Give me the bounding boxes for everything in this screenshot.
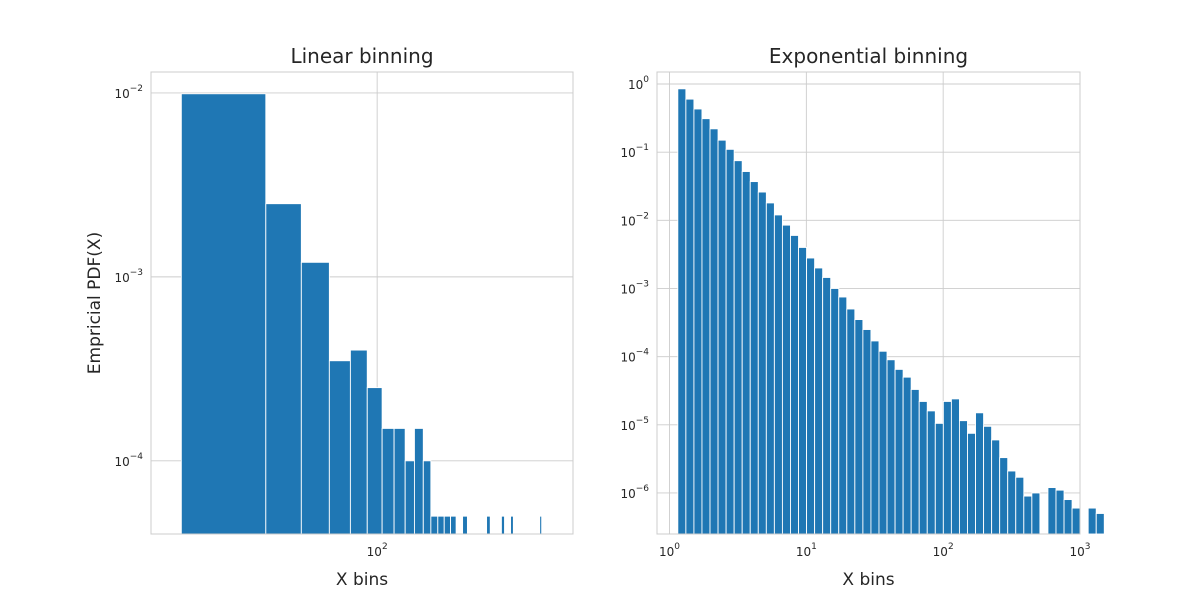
x-tick-label: 103 [1069,542,1090,559]
histogram-bar [870,340,880,535]
histogram-bar [822,277,832,535]
y-tick-label: 10−6 [620,484,649,501]
histogram-bar [910,389,920,535]
histogram-bar [677,88,687,535]
histogram-bar [934,422,944,535]
histogram-bar [741,171,751,535]
histogram-bar [413,427,424,535]
chart-title: Linear binning [290,44,433,68]
histogram-bar [180,93,267,535]
histogram-bar [854,319,864,535]
histogram-bar [830,288,840,535]
histogram-bar [926,410,936,535]
histogram-bar [422,460,432,535]
histogram-bar [450,515,457,535]
x-tick-label: 100 [659,542,680,559]
histogram-bar [781,224,791,535]
histogram-bar [693,108,703,535]
histogram-bar [462,515,468,535]
histogram-bar [381,427,395,535]
histogram-bar [300,261,330,535]
y-tick-label: 10−3 [620,279,649,296]
histogram-bar [999,457,1009,535]
histogram-bar [685,98,695,535]
x-tick-label: 102 [933,542,954,559]
histogram-bar [846,308,856,535]
histogram-bar [404,460,415,535]
histogram-bar [733,160,743,535]
histogram-bar [958,420,968,535]
x-axis-label: X bins [842,570,894,590]
histogram-bar [725,148,735,535]
histogram-bar [486,515,491,535]
y-tick-label: 10−4 [620,348,649,365]
axes-frame [150,71,574,535]
histogram-bar [918,401,928,535]
histogram-bar [701,118,711,535]
axes-frame [656,71,1081,535]
histogram-bar [1055,489,1065,535]
histogram-bar [814,267,824,535]
y-tick-label: 10−1 [620,143,649,160]
histogram-bar [862,329,872,535]
x-axis-label: X bins [336,570,388,590]
histogram-bar [510,515,514,535]
histogram-bar [430,515,439,535]
histogram-bar [950,398,960,535]
histogram-bar [806,257,816,535]
histogram-bar [757,191,767,535]
histogram-bar [942,401,952,535]
histogram-bar [437,515,445,535]
histogram-bar [393,427,406,535]
y-axis-label: Empricial PDF(X) [85,232,105,374]
histogram-bar [878,350,888,535]
histogram-bar [1071,507,1081,535]
y-tick-label: 10−5 [620,416,649,433]
histogram-bar [790,234,799,535]
histogram-bar [1031,492,1041,535]
histogram-bar [717,139,727,535]
histogram-bar [1063,499,1073,535]
histogram-bar [983,425,993,535]
histogram-bar [443,515,452,535]
histogram-bar [1047,487,1057,535]
histogram-bar [773,214,783,535]
histogram-bar [894,368,904,535]
histogram-bar [991,439,1001,535]
histogram-bar [328,360,351,535]
chart-linear-binning: 10−2 10−3 10−4 102 Linear binning X bins Empri… [85,44,574,590]
histogram-bar [1007,470,1017,535]
y-tick-label: 100 [628,75,649,92]
histogram-bar [1015,476,1025,535]
histogram-bar [1095,513,1105,535]
histogram-bar [1087,507,1097,535]
histogram-bar [798,246,808,535]
chart-exponential-binning: 100 10−1 10−2 10−3 10−4 10−5 10−6 100 101 102 103 E… [620,44,1105,590]
histogram-bar [886,359,896,535]
histogram-bar [265,203,302,535]
histogram-bar [366,387,383,535]
histogram-bar [349,349,368,535]
x-tick-label: 102 [367,542,388,559]
histogram-bar [539,515,543,535]
y-tick-label: 10−3 [114,268,143,285]
y-tick-label: 10−4 [114,452,143,469]
x-tick-label: 101 [796,542,817,559]
histogram-bar [709,128,719,535]
histogram-bar [967,432,976,535]
y-tick-label: 10−2 [114,84,143,101]
histogram-bar [975,412,985,535]
histogram-bar [902,376,912,535]
chart-title: Exponential binning [769,44,968,68]
histogram-bar [500,515,505,535]
histogram-bar [749,181,759,535]
histogram-bar [765,202,775,535]
histogram-bar [1023,495,1033,535]
histogram-bar [838,296,848,535]
y-tick-label: 10−2 [620,211,649,228]
